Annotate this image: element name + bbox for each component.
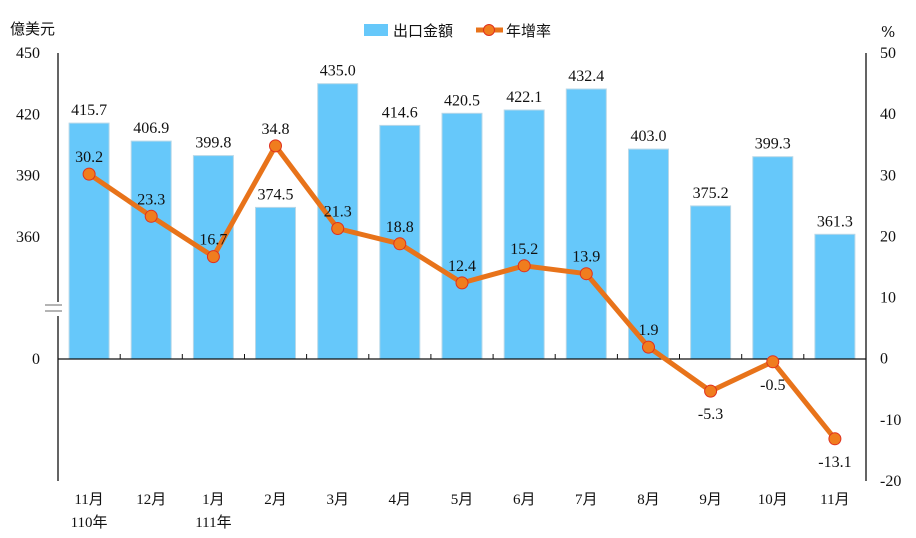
growth-rate-label: 23.3 — [137, 191, 165, 208]
growth-rate-label: 13.9 — [572, 249, 600, 266]
category-year-label: 110年 — [71, 514, 108, 531]
category-label: 9月 — [699, 492, 722, 508]
bar-value-label: 403.0 — [631, 128, 667, 145]
category-label: 7月 — [575, 492, 598, 508]
left-axis-tick-label: 450 — [16, 45, 40, 62]
category-label: 5月 — [451, 492, 474, 508]
bar-value-label: 406.9 — [133, 120, 169, 137]
growth-rate-marker-6 — [455, 276, 469, 290]
growth-rate-label: 16.7 — [199, 232, 227, 249]
growth-rate-marker-8 — [579, 267, 593, 281]
category-label: 12月 — [136, 492, 166, 508]
bar-export-8 — [565, 88, 607, 360]
legend: 出口金額 年增率 — [364, 22, 551, 40]
growth-rate-marker-9 — [642, 340, 655, 354]
legend-label-export: 出口金額 — [393, 22, 453, 40]
bar-value-label: 414.6 — [382, 104, 418, 121]
bar-export-6 — [441, 112, 483, 360]
left-axis-tick-label: 390 — [16, 168, 40, 185]
bar-value-label: 399.3 — [755, 136, 791, 153]
legend-bar-swatch — [364, 24, 388, 36]
left-axis-unit: 億美元 — [10, 20, 55, 38]
growth-rate-marker-10 — [704, 384, 718, 398]
growth-rate-marker-5 — [393, 237, 407, 251]
bar-value-label: 422.1 — [506, 89, 542, 106]
category-year-label: 111年 — [195, 514, 231, 531]
category-label: 4月 — [389, 492, 412, 508]
left-axis-tick-label: 0 — [32, 351, 40, 368]
growth-rate-label: 12.4 — [448, 258, 476, 275]
bar-value-label: 435.0 — [320, 63, 356, 80]
category-label: 2月 — [264, 492, 287, 508]
growth-rate-marker-2 — [206, 250, 220, 264]
bar-export-11 — [752, 156, 794, 360]
right-axis-unit: % — [881, 23, 895, 41]
right-axis-tick-label: 40 — [880, 106, 896, 123]
growth-rate-marker-7 — [517, 259, 531, 273]
category-label: 1月 — [202, 492, 225, 508]
growth-rate-label: 30.2 — [75, 149, 103, 166]
growth-rate-label: 15.2 — [510, 241, 538, 258]
bar-export-9 — [628, 148, 669, 360]
growth-rate-marker-3 — [269, 139, 282, 153]
right-axis-tick-label: 50 — [880, 45, 896, 62]
growth-rate-label: 18.8 — [386, 219, 414, 236]
left-axis-tick-label: 360 — [16, 229, 40, 246]
right-axis-tick-label: 10 — [880, 290, 896, 307]
growth-rate-label: -13.1 — [818, 454, 851, 471]
bar-value-label: 432.4 — [568, 68, 604, 85]
growth-rate-marker-4 — [331, 222, 345, 235]
bar-value-label: 415.7 — [71, 102, 107, 119]
bar-export-12 — [814, 233, 856, 360]
bar-value-label: 361.3 — [817, 213, 853, 230]
bar-export-1 — [130, 140, 172, 360]
growth-rate-label: 34.8 — [262, 121, 290, 138]
legend-line-marker — [483, 24, 495, 36]
bar-value-label: 420.5 — [444, 92, 480, 109]
right-axis-tick-label: 0 — [880, 351, 888, 368]
left-axis-tick-label: 420 — [16, 106, 40, 123]
growth-rate-marker-12 — [828, 432, 842, 446]
category-label: 11月 — [820, 492, 849, 508]
growth-rate-marker-1 — [144, 209, 158, 223]
growth-rate-label: 21.3 — [324, 204, 352, 221]
category-label: 3月 — [326, 492, 349, 508]
bar-export-3 — [255, 206, 296, 360]
right-axis-tick-label: 30 — [880, 167, 896, 184]
category-label: 11月 — [74, 492, 103, 508]
bar-value-label: 375.2 — [693, 185, 729, 202]
legend-label-growth: 年增率 — [506, 22, 551, 40]
bar-export-10 — [690, 205, 732, 360]
right-axis-tick-label: -10 — [880, 412, 901, 429]
growth-rate-marker-0 — [82, 167, 96, 181]
bar-value-label: 374.5 — [258, 186, 294, 203]
category-label: 6月 — [513, 492, 536, 508]
growth-rate-label: 1.9 — [639, 322, 659, 339]
growth-rate-marker-11 — [766, 355, 780, 369]
bar-export-7 — [503, 109, 545, 360]
growth-rate-label: -5.3 — [698, 406, 723, 423]
right-axis-tick-label: 20 — [880, 228, 896, 245]
category-label: 10月 — [758, 492, 788, 508]
bar-value-label: 399.8 — [195, 135, 231, 152]
category-label: 8月 — [637, 492, 660, 508]
growth-rate-label: -0.5 — [760, 377, 785, 394]
right-axis-tick-label: -20 — [880, 473, 901, 490]
bar-export-4 — [317, 83, 359, 360]
